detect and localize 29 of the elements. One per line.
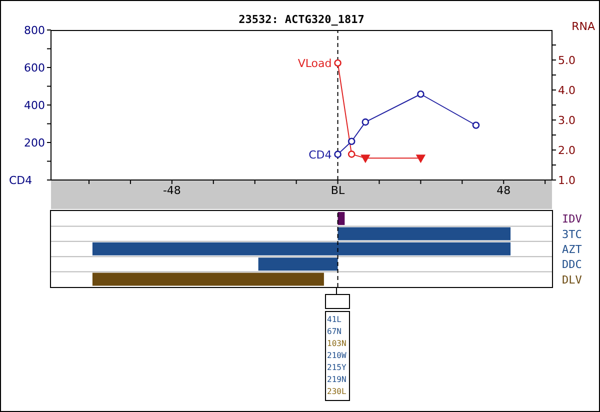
text: 215Y xyxy=(327,362,348,374)
y-tick-label: IDV xyxy=(562,212,582,226)
y-tick-label: 200 xyxy=(24,136,45,150)
text: 210W xyxy=(327,350,348,362)
y-tick-label: DDC xyxy=(562,258,582,272)
y-tick-label: 600 xyxy=(24,61,45,74)
y2-tick-label: 5.0 xyxy=(558,54,576,67)
text: 67N xyxy=(327,326,342,338)
y2-tick-label: 3.0 xyxy=(558,114,576,127)
y2-tick-label: 4.0 xyxy=(558,84,576,97)
y-tick-label: 3TC xyxy=(562,228,582,241)
y-tick-label: AZT xyxy=(562,243,582,256)
y2-axis-title: RNA xyxy=(572,20,596,33)
text: 103N xyxy=(327,338,348,350)
y2-tick-label: 1.0 xyxy=(558,174,576,187)
x-tick-label: -48 xyxy=(162,184,181,197)
y2-tick-label: 2.0 xyxy=(558,144,576,157)
text: 41L xyxy=(327,314,342,326)
text: 219N xyxy=(327,374,348,386)
y-tick-label: 800 xyxy=(24,24,45,37)
chart-title: 23532: ACTG320_1817 xyxy=(238,13,366,26)
y-axis-title: CD4 xyxy=(9,174,32,187)
y-tick-label: 400 xyxy=(24,98,45,112)
series-label: VLoad xyxy=(298,57,332,70)
y-tick-label: DLV xyxy=(562,273,582,286)
x-tick-label: BL xyxy=(330,184,346,197)
text: 230L xyxy=(327,386,348,398)
series-label: CD4 xyxy=(308,148,332,162)
x-tick-label: 48 xyxy=(496,184,511,197)
